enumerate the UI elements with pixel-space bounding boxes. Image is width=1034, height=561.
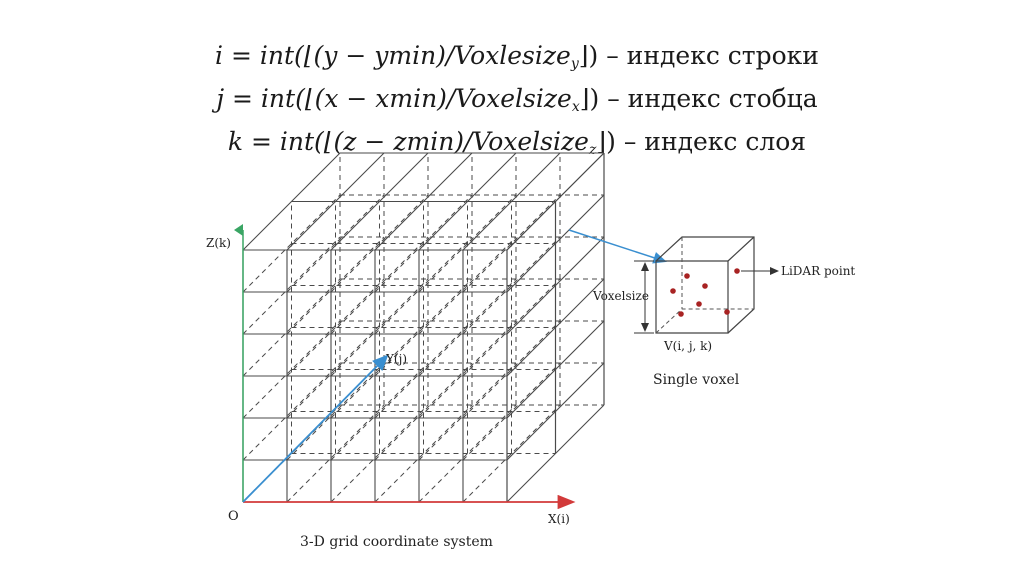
formula-expression: int(⌊(y − ymin)/Voxlesize bbox=[259, 41, 571, 70]
grid-hidden-line bbox=[462, 320, 561, 419]
formula-subscript: x bbox=[571, 99, 580, 115]
grid-hidden-line bbox=[242, 236, 341, 335]
formula-lhs: i bbox=[215, 41, 224, 70]
formula-layer-index: k = int(⌊(z − zmin)/Voxelsizez⌋) – индек… bbox=[227, 127, 807, 158]
formula-row-index: i = int(⌊(y − ymin)/Voxlesizey⌋) – индек… bbox=[215, 41, 819, 72]
voxel-connector-arrow bbox=[568, 229, 667, 264]
lidar-point bbox=[724, 309, 730, 315]
grid-line bbox=[374, 152, 473, 251]
lidar-point bbox=[702, 283, 708, 289]
formula-expression: int(⌊(x − xmin)/Voxelsize bbox=[260, 84, 572, 113]
grid-line bbox=[286, 152, 385, 251]
voxel-size-label: Voxelsize bbox=[592, 289, 649, 303]
x-axis-label: X(i) bbox=[548, 512, 570, 526]
grid-caption: 3-D grid coordinate system bbox=[300, 534, 493, 550]
grid-line bbox=[506, 320, 605, 419]
formula-subscript: z bbox=[588, 142, 597, 158]
grid-line bbox=[506, 152, 605, 251]
formula-column-index: j = int(⌊(x − xmin)/Voxelsizex⌋) – индек… bbox=[216, 84, 818, 115]
grid-line bbox=[506, 362, 605, 461]
grid-line bbox=[506, 194, 605, 293]
grid-hidden-line bbox=[418, 320, 517, 419]
grid-hidden-line bbox=[374, 320, 473, 419]
single-voxel: LiDAR point Voxelsize V(i, j, k) Single … bbox=[592, 236, 855, 388]
grid-hidden-line bbox=[418, 278, 517, 377]
formula-expression: int(⌊(z − zmin)/Voxelsize bbox=[279, 127, 589, 156]
grid-hidden-line bbox=[330, 278, 429, 377]
lidar-point bbox=[696, 301, 702, 307]
grid-hidden-line bbox=[418, 194, 517, 293]
grid-hidden-line bbox=[374, 362, 473, 461]
grid-hidden-line bbox=[462, 404, 561, 503]
voxel-caption: Single voxel bbox=[653, 372, 740, 388]
y-axis-label: Y(j) bbox=[385, 352, 407, 366]
grid-hidden-line bbox=[374, 236, 473, 335]
origin-label: O bbox=[228, 509, 239, 524]
lidar-point bbox=[678, 311, 684, 317]
formula-close: ⌋) bbox=[578, 41, 599, 70]
grid-hidden-line bbox=[330, 320, 429, 419]
grid-hidden-line bbox=[286, 320, 385, 419]
formula-description: – индекс слоя bbox=[623, 127, 807, 156]
formula-lhs: k bbox=[227, 127, 244, 156]
grid-hidden-line bbox=[242, 362, 341, 461]
lidar-point bbox=[684, 273, 690, 279]
voxel-index-label: V(i, j, k) bbox=[663, 339, 712, 353]
grid-hidden-line bbox=[286, 194, 385, 293]
grid-hidden-line bbox=[462, 236, 561, 335]
voxel-front-face bbox=[655, 260, 729, 334]
y-axis bbox=[242, 354, 389, 503]
lidar-point-label: LiDAR point bbox=[781, 264, 855, 278]
grid-hidden-line bbox=[286, 236, 385, 335]
lidar-point bbox=[670, 288, 676, 294]
formula-close: ⌋) bbox=[579, 84, 600, 113]
grid-line bbox=[242, 152, 341, 251]
grid-hidden-line bbox=[242, 320, 341, 419]
grid-hidden-line bbox=[374, 194, 473, 293]
grid-line bbox=[418, 152, 517, 251]
lidar-point bbox=[734, 268, 740, 274]
grid-hidden-line bbox=[286, 362, 385, 461]
formula-subscript: y bbox=[570, 56, 579, 72]
grid-hidden-line bbox=[374, 404, 473, 503]
grid-hidden-line bbox=[462, 194, 561, 293]
formula-description: – индекс стобца bbox=[607, 84, 818, 113]
grid-line bbox=[330, 152, 429, 251]
grid-hidden-line bbox=[330, 404, 429, 503]
z-axis-label: Z(k) bbox=[206, 236, 231, 250]
voxel-top-right-edge bbox=[727, 236, 755, 262]
formula-close: ⌋) bbox=[596, 127, 616, 156]
formula-block: i = int(⌊(y − ymin)/Voxlesizey⌋) – индек… bbox=[0, 34, 1034, 163]
formula-lhs: j bbox=[216, 84, 225, 113]
grid-line bbox=[506, 236, 605, 335]
grid-hidden-line bbox=[286, 404, 385, 503]
grid-hidden-line bbox=[286, 278, 385, 377]
grid-hidden-line bbox=[418, 404, 517, 503]
grid-line bbox=[506, 404, 605, 503]
voxel-hidden-bottom-edges bbox=[655, 308, 754, 334]
grid-hidden-line bbox=[418, 362, 517, 461]
formula-description: – индекс строки bbox=[606, 41, 819, 70]
lidar-points bbox=[670, 268, 740, 317]
grid-hidden-line bbox=[374, 278, 473, 377]
grid-hidden-line bbox=[330, 194, 429, 293]
grid-hidden-line bbox=[330, 362, 429, 461]
grid-hidden-line bbox=[330, 236, 429, 335]
grid-hidden-line bbox=[462, 362, 561, 461]
grid-hidden-line bbox=[418, 236, 517, 335]
grid-line bbox=[506, 278, 605, 377]
grid-hidden-line bbox=[242, 278, 341, 377]
grid-hidden-line bbox=[462, 278, 561, 377]
grid-line bbox=[462, 152, 561, 251]
voxel-grid bbox=[242, 152, 605, 503]
grid-hidden-line bbox=[242, 194, 341, 293]
